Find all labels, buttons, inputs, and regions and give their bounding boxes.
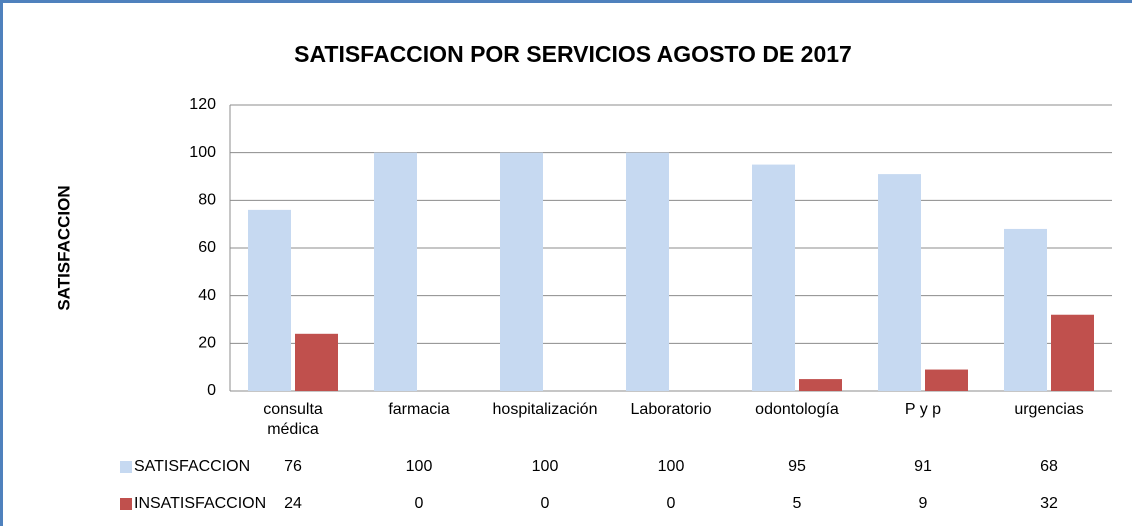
data-table-value: 100	[658, 458, 685, 475]
x-tick-label: Laboratorio	[630, 401, 712, 418]
y-tick-label: 120	[189, 96, 216, 113]
x-tick-label: P y p	[904, 401, 942, 418]
bar	[752, 164, 795, 391]
data-table-value: 76	[284, 458, 302, 475]
data-table-value: 95	[788, 458, 806, 475]
y-tick-label: 20	[198, 335, 216, 352]
bar	[1004, 228, 1047, 391]
data-table-value: 100	[532, 458, 559, 475]
x-tick-label: farmacia	[388, 401, 450, 418]
data-table-value: 0	[667, 495, 676, 512]
chart-title: SATISFACCION POR SERVICIOS AGOSTO DE 201…	[294, 41, 852, 67]
data-table-value: 0	[541, 495, 550, 512]
legend-swatch	[120, 498, 132, 510]
legend-label: INSATISFACCION	[134, 495, 266, 512]
data-table-value: 32	[1040, 495, 1058, 512]
x-tick-label: urgencias	[1014, 401, 1084, 418]
data-table-value: 100	[406, 458, 433, 475]
y-tick-label: 40	[198, 287, 216, 304]
x-tick-label: hospitalización	[492, 401, 598, 418]
y-tick-label: 60	[198, 239, 216, 256]
bar	[1051, 314, 1094, 391]
bar	[374, 152, 417, 391]
y-tick-label: 80	[198, 192, 216, 209]
y-axis-title: SATISFACCION	[54, 185, 73, 310]
bar	[248, 209, 291, 391]
bar	[626, 152, 669, 391]
x-tick-label: consulta médica	[263, 401, 323, 438]
bar	[799, 379, 842, 391]
data-table-value: 5	[793, 495, 802, 512]
x-tick-label: odontología	[755, 401, 839, 418]
data-table-value: 91	[914, 458, 932, 475]
bar	[878, 174, 921, 391]
y-tick-label: 100	[189, 144, 216, 161]
y-tick-label: 0	[207, 382, 216, 399]
data-table-value: 68	[1040, 458, 1058, 475]
bar	[500, 152, 543, 391]
legend-label: SATISFACCION	[134, 458, 250, 475]
bar	[925, 369, 968, 391]
legend-swatch	[120, 461, 132, 473]
data-table-value: 24	[284, 495, 302, 512]
data-table-value: 9	[919, 495, 928, 512]
bar	[295, 333, 338, 391]
data-table-value: 0	[415, 495, 424, 512]
